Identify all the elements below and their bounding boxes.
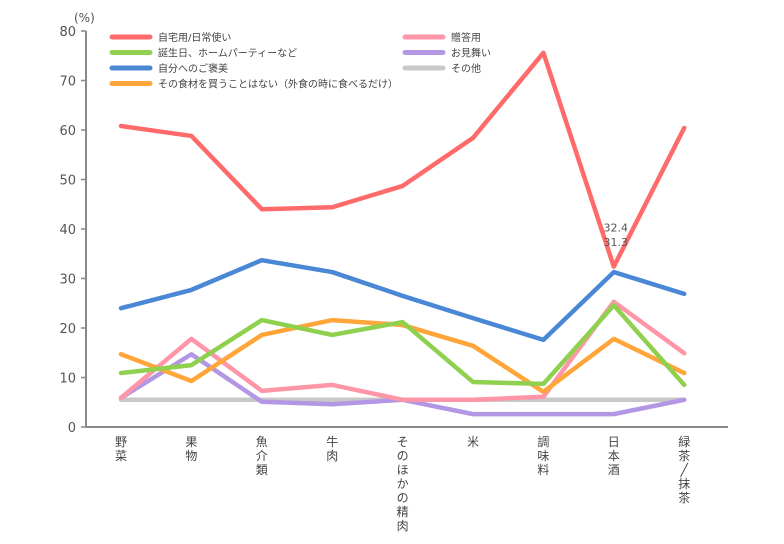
legend-item: 自宅用/日常使い xyxy=(112,31,231,44)
legend-label: 贈答用 xyxy=(451,31,481,44)
x-tick-label: 米 xyxy=(467,435,479,449)
x-tick-label: 調味料 xyxy=(537,435,549,477)
x-tick-label: そのほかの精肉 xyxy=(397,435,409,533)
legend-item: お見舞い xyxy=(405,48,491,60)
legend-item: その他 xyxy=(405,62,481,75)
y-tick-label: 60 xyxy=(59,124,76,139)
y-tick-label: 40 xyxy=(59,223,76,238)
series-line-2 xyxy=(121,260,684,340)
y-axis-unit-label: (%) xyxy=(74,11,95,25)
legend-item: 贈答用 xyxy=(405,31,481,44)
y-tick-label: 80 xyxy=(59,25,76,40)
legend-label: お見舞い xyxy=(451,48,491,60)
legend-label: その食材を買うことはない（外食の時に食べるだけ） xyxy=(158,78,398,91)
x-tick-label: 魚介類 xyxy=(256,435,268,477)
y-tick-label: 10 xyxy=(59,372,76,387)
data-label: 32.4 xyxy=(604,222,629,235)
y-tick-label: 50 xyxy=(59,174,76,189)
x-tick-label: 日本酒 xyxy=(608,435,620,477)
series-line-5 xyxy=(121,354,684,414)
legend-item: その食材を買うことはない（外食の時に食べるだけ） xyxy=(112,78,398,91)
x-tick-label: 果物 xyxy=(185,435,197,463)
y-tick-label: 70 xyxy=(59,75,76,90)
legend-item: 自分へのご褒美 xyxy=(112,62,228,75)
x-tick-label: 牛肉 xyxy=(326,434,338,463)
y-tick-label: 20 xyxy=(59,322,76,337)
x-tick-label: 野菜 xyxy=(115,435,127,463)
data-label: 31.3 xyxy=(604,236,629,249)
legend-label: その他 xyxy=(451,62,481,75)
x-tick-label: 緑茶╱抹茶 xyxy=(678,434,690,505)
legend-item: 誕生日、ホームパーティーなど xyxy=(112,47,297,60)
legend-label: 自宅用/日常使い xyxy=(158,31,231,44)
legend-label: 誕生日、ホームパーティーなど xyxy=(158,47,297,60)
y-tick-label: 0 xyxy=(68,421,76,436)
y-tick-label: 30 xyxy=(59,273,76,288)
legend-label: 自分へのご褒美 xyxy=(158,62,228,75)
